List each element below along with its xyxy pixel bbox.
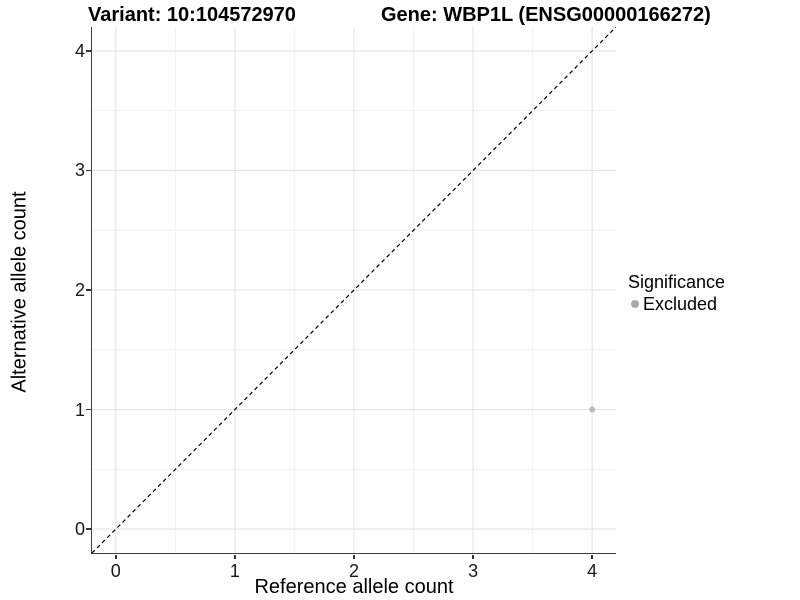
x-tick-label: 1 [229, 561, 240, 581]
y-tick-mark [86, 50, 91, 52]
y-tick-label: 0 [74, 519, 85, 540]
y-tick-label: 4 [74, 40, 85, 61]
y-tick-mark [86, 408, 91, 411]
x-axis-title: Reference allele count [254, 576, 454, 598]
legend: Significance Excluded [628, 271, 725, 315]
legend-title: Significance [628, 272, 726, 292]
y-axis-title: Alternative allele count [8, 191, 31, 393]
x-tick-mark [353, 554, 355, 559]
y-tick-label: 3 [74, 160, 85, 181]
identity-line [91, 27, 616, 553]
x-tick-mark [472, 554, 474, 559]
y-tick-mark [86, 289, 91, 291]
data-point [588, 406, 595, 413]
x-tick-mark [115, 554, 117, 559]
x-tick-label: 0 [110, 561, 121, 581]
excluded-point-icon [631, 300, 639, 308]
gene-title: Gene: WBP1L (ENSG00000166272) [381, 4, 711, 26]
y-tick-label: 2 [74, 280, 85, 300]
x-tick-label: 3 [468, 561, 479, 581]
x-tick-mark [234, 554, 236, 559]
legend-entry-excluded: Excluded [631, 293, 725, 315]
plot-canvas [91, 27, 616, 553]
y-tick-label: 1 [74, 399, 85, 420]
y-tick-mark [86, 528, 91, 530]
x-tick-label: 2 [348, 561, 359, 581]
y-tick-mark [86, 169, 91, 172]
legend-entry-label: Excluded [643, 294, 718, 314]
x-tick-label: 4 [587, 561, 598, 581]
plot-panel [90, 27, 616, 554]
x-tick-mark [591, 554, 593, 559]
variant-title: Variant: 10:104572970 [88, 4, 296, 26]
